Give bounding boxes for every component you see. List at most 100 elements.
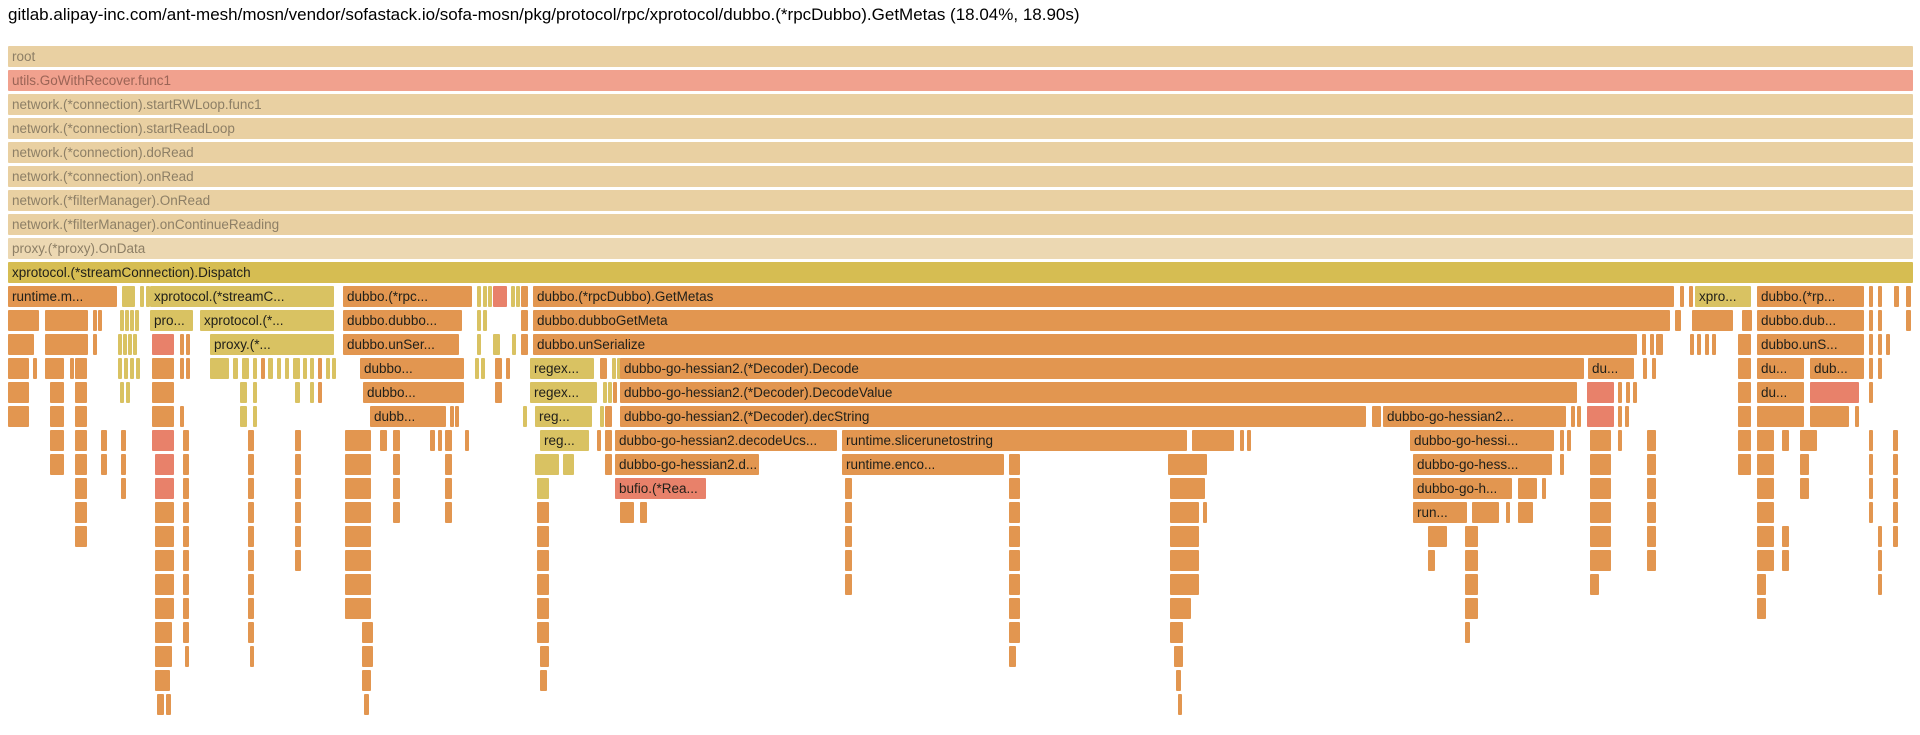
flame-frame-small[interactable] [1757, 598, 1766, 619]
flame-frame-small[interactable] [75, 526, 87, 547]
flame-frame-small[interactable] [248, 622, 254, 643]
flame-frame-small[interactable] [537, 502, 549, 523]
flame-frame-small[interactable] [345, 502, 371, 523]
flame-frame-small[interactable] [1738, 358, 1751, 379]
flame-frame-small[interactable] [295, 550, 301, 571]
flame-frame-small[interactable] [155, 574, 174, 595]
flame-frame-small[interactable] [136, 358, 140, 379]
flame-frame-small[interactable] [465, 430, 469, 451]
flame-frame-small[interactable] [118, 358, 122, 379]
flame-frame-small[interactable] [152, 430, 174, 451]
flame-frame-small[interactable] [1465, 526, 1478, 547]
flame-frame-small[interactable] [1692, 310, 1733, 331]
flame-frame[interactable]: dubbo-go-hessian2.(*Decoder).DecodeValue [620, 382, 1577, 403]
flame-frame-small[interactable] [1675, 310, 1681, 331]
flame-frame-small[interactable] [146, 286, 150, 307]
flame-frame-small[interactable] [93, 310, 97, 331]
flame-frame-small[interactable] [345, 574, 371, 595]
flame-frame-small[interactable] [1878, 334, 1882, 355]
flame-frame[interactable]: dubbo-go-hessi... [1410, 430, 1554, 451]
flame-frame-small[interactable] [620, 502, 634, 523]
flame-frame-small[interactable] [1878, 286, 1882, 307]
flame-frame-small[interactable] [128, 334, 132, 355]
flame-frame-small[interactable] [1878, 574, 1882, 595]
flame-frame-small[interactable] [483, 286, 487, 307]
flame-frame-small[interactable] [240, 406, 247, 427]
flame-frame[interactable]: du... [1757, 382, 1804, 403]
flame-frame[interactable]: network.(*connection).startReadLoop [8, 118, 1913, 139]
flame-frame-small[interactable] [242, 358, 249, 379]
flame-frame-small[interactable] [45, 310, 88, 331]
flame-frame-small[interactable] [124, 358, 128, 379]
flame-frame-small[interactable] [126, 382, 130, 403]
flame-frame-small[interactable] [166, 694, 171, 715]
flame-frame-small[interactable] [152, 406, 174, 427]
flame-frame-small[interactable] [1742, 310, 1752, 331]
flame-frame[interactable]: pro... [150, 310, 193, 331]
flame-frame-small[interactable] [521, 286, 528, 307]
flame-frame-small[interactable] [597, 430, 601, 451]
flame-frame-small[interactable] [155, 526, 174, 547]
flame-frame-small[interactable] [1712, 334, 1716, 355]
flame-frame-small[interactable] [512, 334, 516, 355]
flame-frame-small[interactable] [540, 670, 547, 691]
flame-frame-small[interactable] [1465, 622, 1470, 643]
flame-frame-small[interactable] [1810, 382, 1859, 403]
flame-frame-small[interactable] [1009, 622, 1020, 643]
flame-frame-small[interactable] [122, 286, 135, 307]
flame-frame[interactable]: runtime.m... [8, 286, 117, 307]
flame-frame-small[interactable] [1782, 550, 1789, 571]
flame-frame-small[interactable] [186, 358, 190, 379]
flame-frame-small[interactable] [120, 382, 124, 403]
flame-frame-small[interactable] [101, 430, 107, 451]
flame-frame[interactable]: xpro... [1695, 286, 1751, 307]
flame-frame-small[interactable] [1618, 406, 1622, 427]
flame-frame-small[interactable] [152, 334, 174, 355]
flame-frame[interactable]: du... [1588, 358, 1634, 379]
flame-frame-small[interactable] [248, 430, 254, 451]
flame-frame-small[interactable] [248, 598, 254, 619]
flame-frame-small[interactable] [93, 334, 97, 355]
flame-frame-small[interactable] [183, 622, 189, 643]
flame-frame-small[interactable] [1518, 478, 1537, 499]
flame-frame-small[interactable] [605, 406, 612, 427]
flame-frame-small[interactable] [121, 430, 126, 451]
flame-frame-small[interactable] [1009, 478, 1020, 499]
flame-frame-small[interactable] [45, 334, 88, 355]
flame-frame-small[interactable] [845, 526, 852, 547]
flame-frame-small[interactable] [1170, 478, 1205, 499]
flame-frame-small[interactable] [477, 310, 481, 331]
flame-frame[interactable]: dubbo-go-hessian2.(*Decoder).decString [620, 406, 1366, 427]
flame-frame-small[interactable] [608, 382, 612, 403]
flame-frame-small[interactable] [248, 526, 254, 547]
flame-frame-small[interactable] [186, 334, 190, 355]
flame-frame[interactable]: utils.GoWithRecover.func1 [8, 70, 1913, 91]
flame-frame-small[interactable] [253, 382, 257, 403]
flame-frame-small[interactable] [1192, 430, 1234, 451]
flame-frame-small[interactable] [1571, 406, 1575, 427]
flame-frame-small[interactable] [248, 454, 254, 475]
flame-frame-small[interactable] [1738, 334, 1751, 355]
flame-frame-small[interactable] [180, 334, 184, 355]
flame-frame-small[interactable] [295, 430, 301, 451]
flame-frame-small[interactable] [1170, 502, 1199, 523]
flame-frame-small[interactable] [495, 382, 502, 403]
flame-frame-small[interactable] [1170, 574, 1199, 595]
flame-frame-small[interactable] [1625, 406, 1629, 427]
flame-frame-small[interactable] [155, 550, 174, 571]
flame-frame-small[interactable] [1009, 502, 1020, 523]
flame-frame-small[interactable] [295, 478, 301, 499]
flame-frame-small[interactable] [8, 358, 29, 379]
flame-frame-small[interactable] [295, 382, 300, 403]
flame-frame-small[interactable] [640, 502, 647, 523]
flame-frame-small[interactable] [1633, 382, 1637, 403]
flame-frame-small[interactable] [250, 646, 254, 667]
flame-frame-small[interactable] [1869, 334, 1873, 355]
flame-frame-small[interactable] [155, 454, 174, 475]
flame-frame[interactable]: dubb... [370, 406, 446, 427]
flame-frame[interactable]: dubbo-go-hessian2... [1383, 406, 1566, 427]
flame-frame-small[interactable] [118, 334, 122, 355]
flame-frame-small[interactable] [1800, 430, 1817, 451]
flame-frame-small[interactable] [8, 382, 29, 403]
flame-frame-small[interactable] [1590, 550, 1611, 571]
